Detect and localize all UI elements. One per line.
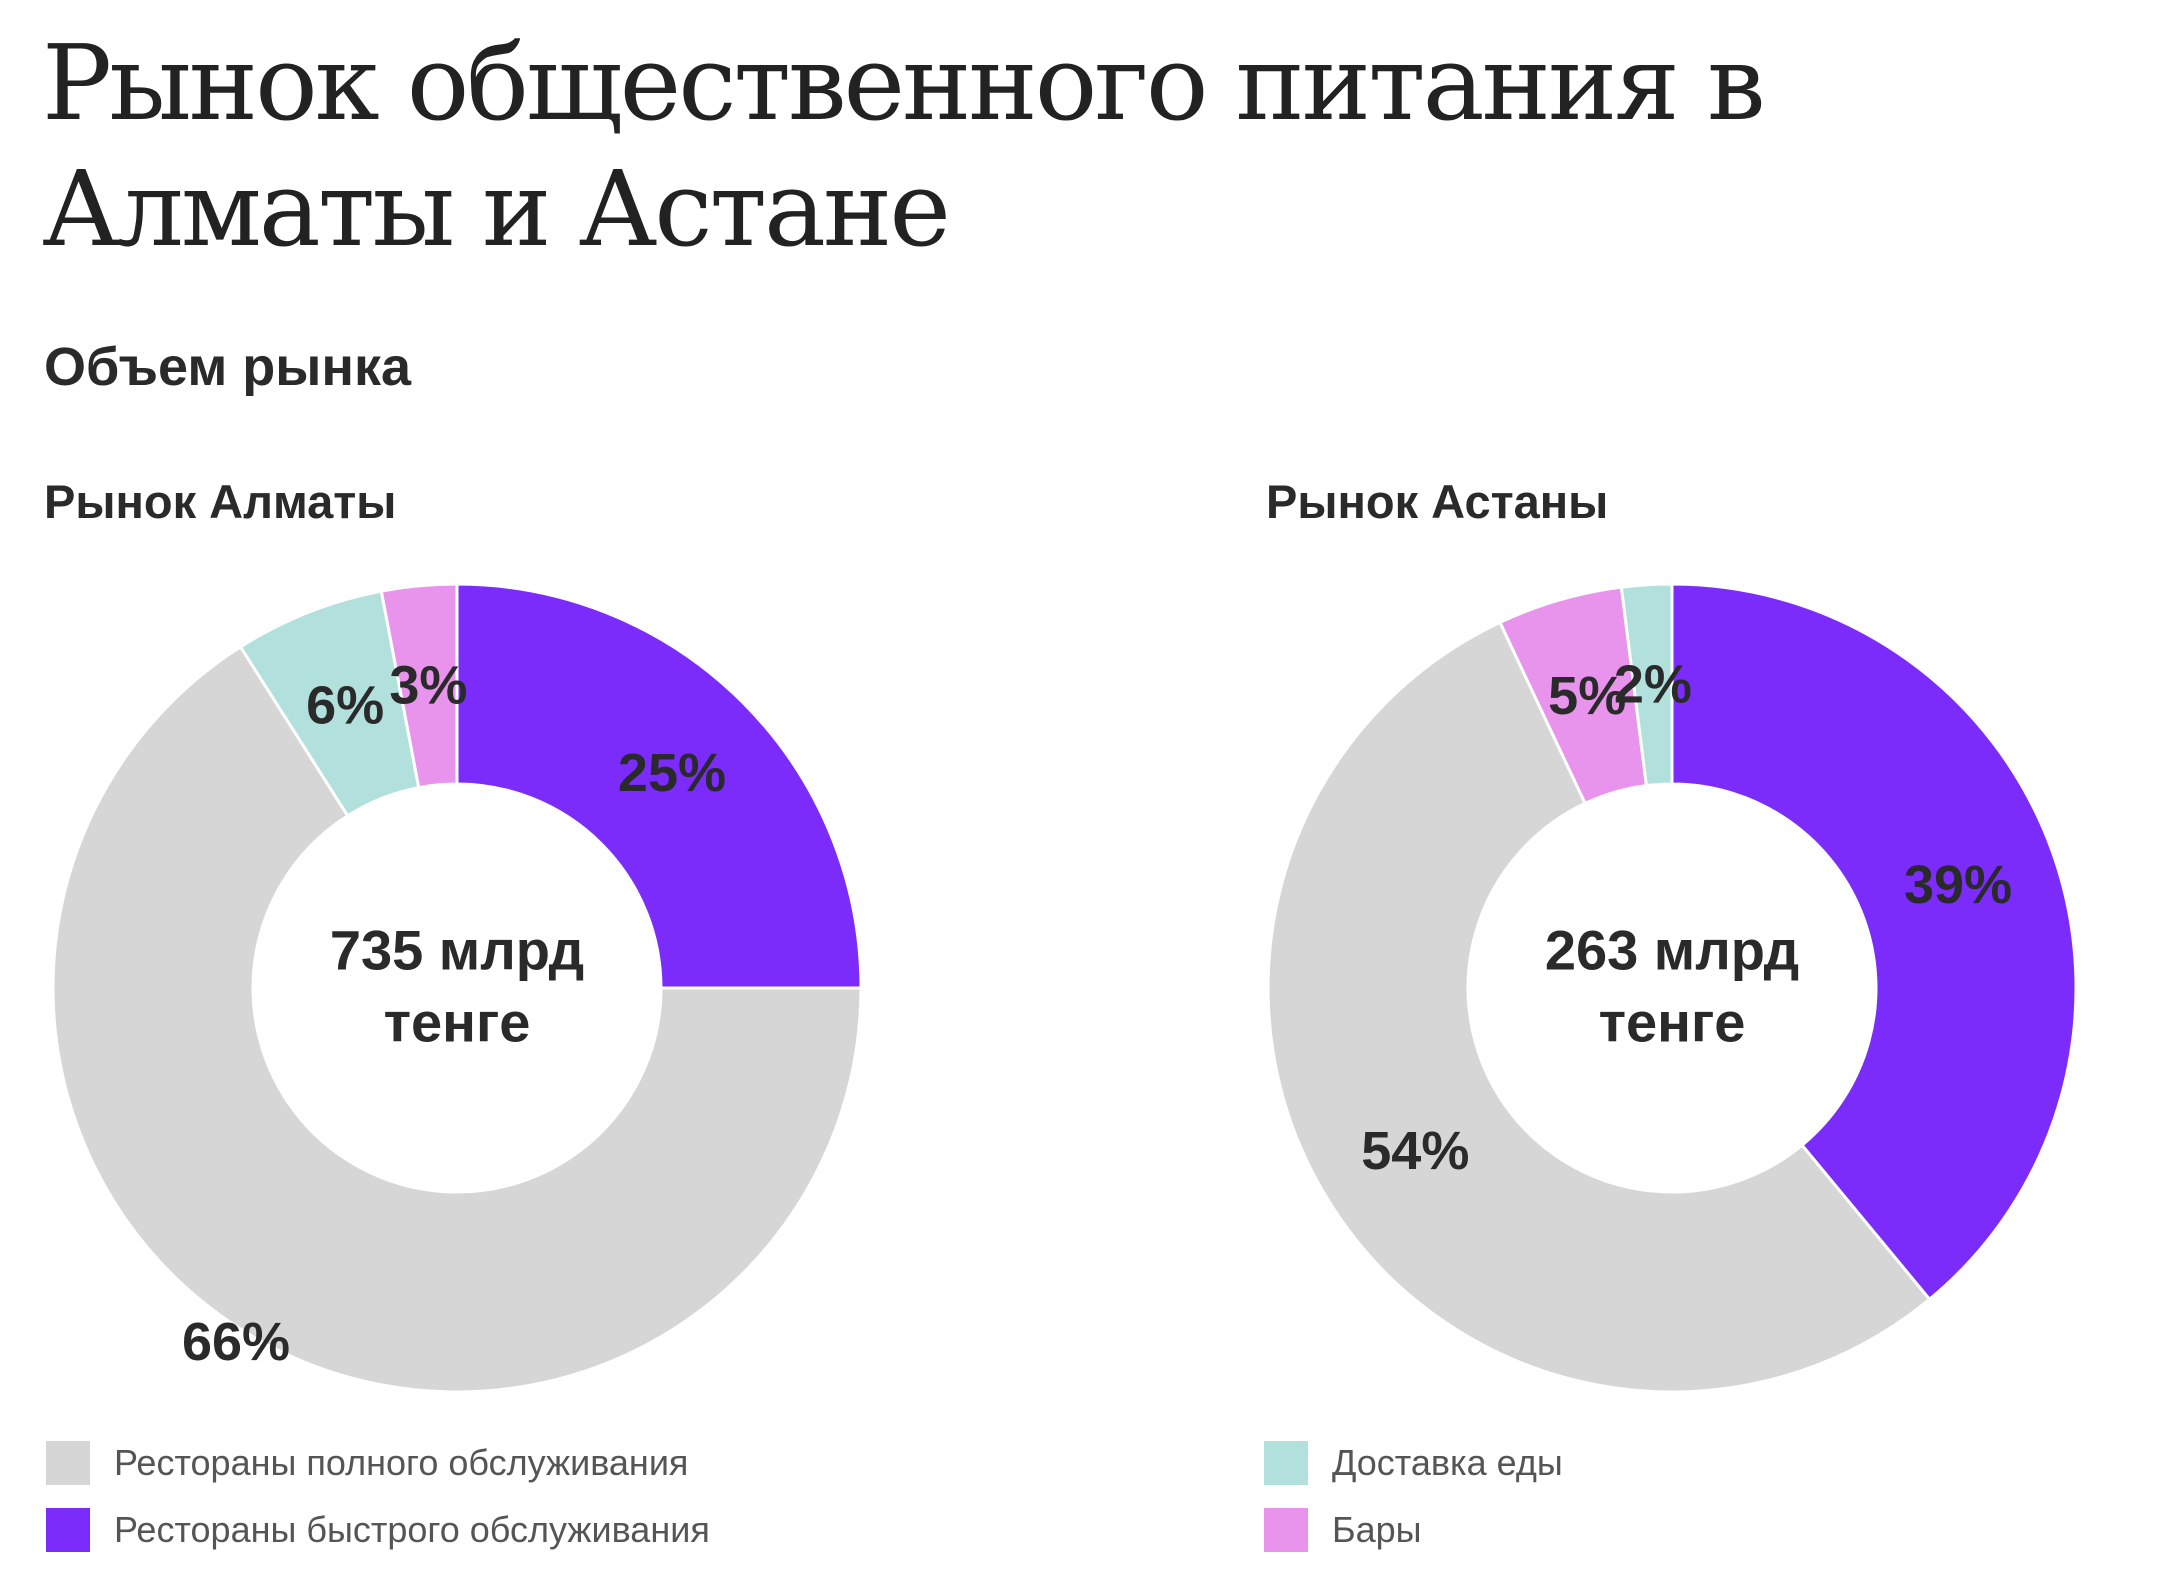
legend-item-full-service: Рестораны полного обслуживания [46, 1441, 688, 1485]
slice-1-доставка-еды [1619, 582, 1674, 788]
page-subtitle: Объем рынка [44, 337, 412, 397]
chart-title-astana: Рынок Астаны [1266, 475, 1609, 528]
center-label-0-0: 735 млрд [330, 919, 584, 982]
legend-label-fast-food: Рестораны быстрого обслуживания [114, 1509, 710, 1550]
value-label-1-3: 2% [1614, 655, 1692, 715]
slice-0-бары [379, 582, 459, 790]
legend-label-bars: Бары [1332, 1509, 1422, 1550]
legend-item-fast-food: Рестораны быстрого обслуживания [46, 1508, 710, 1552]
chart-title-almaty: Рынок Алматы [44, 475, 397, 528]
legend-label-delivery: Доставка еды [1332, 1442, 1563, 1483]
legend-item-delivery: Доставка еды [1264, 1441, 1563, 1485]
value-label-0-3: 3% [389, 655, 467, 715]
donut-chart-0: 25% 66% 6% 3% 735 млрд тенге [51, 582, 863, 1394]
legend-item-bars: Бары [1264, 1508, 1422, 1552]
slice-0-рестораны-полного-обслуживания [51, 644, 863, 1394]
legend-swatch-delivery [1264, 1441, 1308, 1485]
legend-swatch-fast-food [46, 1508, 90, 1552]
legend-swatch-full-service [46, 1441, 90, 1485]
legend-label-full-service: Рестораны полного обслуживания [114, 1442, 689, 1483]
center-label-1-1: тенге [1599, 991, 1746, 1054]
center-label-1-0: 263 млрд [1545, 919, 1799, 982]
value-label-1-1: 54% [1361, 1121, 1469, 1181]
center-label-0-1: тенге [384, 991, 531, 1054]
value-label-0-2: 6% [306, 675, 384, 735]
page-title: Рынок общественного питания в Алматы и А… [42, 22, 1766, 270]
value-label-0-1: 66% [182, 1312, 290, 1372]
slice-1-рестораны-быстрого-обслуживания [1670, 582, 2078, 1302]
donut-chart-1: 39% 54% 5%2% 263 млрд тенге [1266, 582, 2078, 1394]
slice-0-рестораны-быстрого-обслуживания [455, 582, 863, 990]
value-label-0-0: 25% [618, 743, 726, 803]
value-label-1-2: 5% [1548, 666, 1626, 726]
slice-1-рестораны-полного-обслуживания [1266, 620, 1932, 1394]
legend-swatch-bars [1264, 1508, 1308, 1552]
value-label-1-0: 39% [1904, 855, 2012, 915]
